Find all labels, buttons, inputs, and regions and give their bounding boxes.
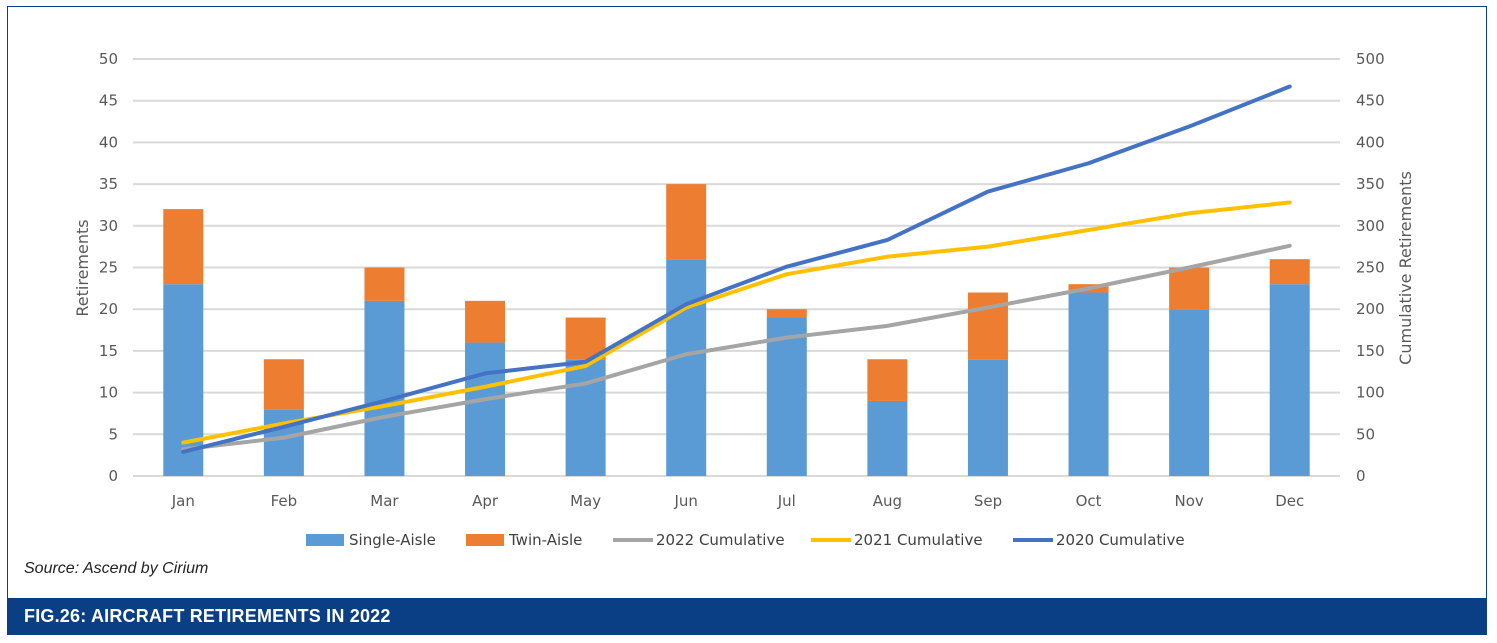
- y-tick-label: 25: [99, 259, 118, 277]
- combo-chart: 0 5 10 15 20 25 30 35 40 45 50 0 50 100 150 200 250 300 3…: [73, 50, 1415, 549]
- y2-tick-label: 400: [1356, 133, 1385, 151]
- legend-label: 2021 Cumulative: [854, 531, 983, 549]
- bar-single-aisle-aug: [867, 400, 908, 476]
- x-tick-label: Jun: [673, 492, 697, 510]
- y2-tick-label: 100: [1356, 384, 1385, 402]
- bar-twin-aisle-nov: [1169, 267, 1210, 310]
- y-tick-label: 50: [99, 50, 118, 68]
- legend-label: Single-Aisle: [349, 531, 436, 549]
- right-axis-ticks: 0 50 100 150 200 250 300 350 400 450 500: [1356, 50, 1385, 485]
- legend-label: 2022 Cumulative: [656, 531, 785, 549]
- bar-twin-aisle-feb: [263, 359, 304, 410]
- y-tick-label: 0: [108, 467, 118, 485]
- line-2022-cumulative: [181, 243, 1292, 452]
- bar-twin-aisle-jan: [163, 209, 204, 285]
- bars: [163, 184, 1310, 476]
- legend-swatch: [466, 534, 504, 546]
- right-axis-title: Cumulative Retirements: [1396, 171, 1415, 365]
- y2-tick-label: 200: [1356, 300, 1385, 318]
- figure-caption: FIG.26: AIRCRAFT RETIREMENTS IN 2022: [7, 598, 1487, 635]
- y-tick-label: 35: [99, 175, 118, 193]
- y2-tick-label: 0: [1356, 467, 1366, 485]
- cumulative-lines: [181, 84, 1292, 454]
- bar-twin-aisle-jun: [666, 184, 707, 260]
- bar-single-aisle-oct: [1068, 292, 1109, 476]
- line-2020-cumulative: [181, 84, 1292, 454]
- y2-tick-label: 450: [1356, 92, 1385, 110]
- bar-twin-aisle-jul: [766, 309, 807, 318]
- left-axis-ticks: 0 5 10 15 20 25 30 35 40 45 50: [99, 50, 118, 485]
- x-tick-label: Feb: [271, 492, 298, 510]
- y2-tick-label: 500: [1356, 50, 1385, 68]
- bar-single-aisle-sep: [967, 359, 1008, 476]
- y2-tick-label: 250: [1356, 259, 1385, 277]
- x-tick-label: Dec: [1275, 492, 1304, 510]
- legend-swatch: [306, 534, 344, 546]
- bar-twin-aisle-dec: [1269, 259, 1310, 285]
- y-tick-label: 10: [99, 384, 118, 402]
- bar-single-aisle-jun: [666, 259, 707, 476]
- bar-single-aisle-nov: [1169, 309, 1210, 476]
- y-tick-label: 20: [99, 300, 118, 318]
- y-tick-label: 5: [108, 425, 118, 443]
- y2-tick-label: 150: [1356, 342, 1385, 360]
- left-axis-title: Retirements: [73, 219, 92, 316]
- y-tick-label: 45: [99, 92, 118, 110]
- bar-twin-aisle-apr: [465, 300, 506, 343]
- y2-tick-label: 350: [1356, 175, 1385, 193]
- bar-single-aisle-dec: [1269, 284, 1310, 476]
- bar-twin-aisle-mar: [364, 267, 405, 301]
- gridlines: [133, 58, 1340, 477]
- source-note: Source: Ascend by Cirium: [24, 560, 209, 577]
- bar-twin-aisle-sep: [967, 292, 1008, 360]
- y-tick-label: 40: [99, 133, 118, 151]
- bar-single-aisle-may: [565, 359, 606, 476]
- y-tick-label: 15: [99, 342, 118, 360]
- y-tick-label: 30: [99, 217, 118, 235]
- x-axis-ticks: Jan Feb Mar Apr May Jun Jul Aug Sep Oct Nov Dec: [171, 492, 1304, 510]
- legend: Single-Aisle Twin-Aisle 2022 Cumulative 202…: [306, 531, 1185, 549]
- bar-single-aisle-mar: [364, 300, 405, 476]
- x-tick-label: Aug: [873, 492, 902, 510]
- x-tick-label: May: [570, 492, 601, 510]
- x-tick-label: Nov: [1174, 492, 1203, 510]
- x-tick-label: Apr: [472, 492, 499, 510]
- y2-tick-label: 50: [1356, 425, 1375, 443]
- x-tick-label: Oct: [1076, 492, 1102, 510]
- x-tick-label: Jul: [777, 492, 796, 510]
- bar-twin-aisle-aug: [867, 359, 908, 401]
- x-tick-label: Sep: [974, 492, 1002, 510]
- legend-label: Twin-Aisle: [508, 531, 582, 549]
- legend-label: 2020 Cumulative: [1056, 531, 1185, 549]
- x-tick-label: Mar: [370, 492, 399, 510]
- y2-tick-label: 300: [1356, 217, 1385, 235]
- line-2021-cumulative: [181, 200, 1292, 445]
- x-tick-label: Jan: [171, 492, 195, 510]
- bar-single-aisle-apr: [465, 342, 506, 476]
- figure-frame: [7, 6, 1487, 635]
- bar-single-aisle-jul: [766, 317, 807, 476]
